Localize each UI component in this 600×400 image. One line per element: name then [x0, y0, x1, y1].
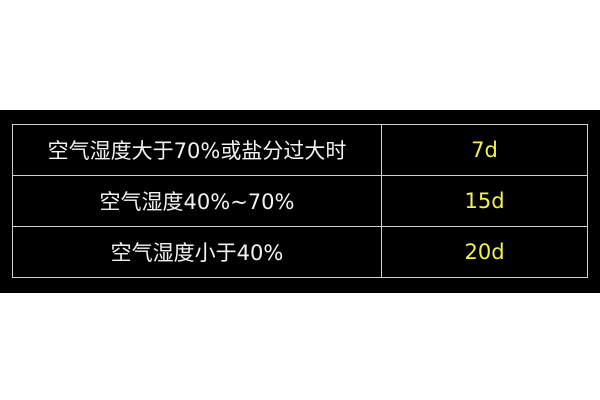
table-row: 空气湿度大于70%或盐分过大时 7d: [12, 124, 588, 176]
condition-cell: 空气湿度大于70%或盐分过大时: [12, 124, 382, 176]
table-row: 空气湿度40%~70% 15d: [12, 175, 588, 227]
duration-cell: 20d: [381, 226, 588, 278]
duration-cell: 15d: [381, 175, 588, 227]
duration-cell: 7d: [381, 124, 588, 176]
table-panel: 空气湿度大于70%或盐分过大时 7d 空气湿度40%~70% 15d 空气湿度小…: [0, 110, 600, 293]
condition-cell: 空气湿度40%~70%: [12, 175, 382, 227]
table-row: 空气湿度小于40% 20d: [12, 226, 588, 278]
condition-cell: 空气湿度小于40%: [12, 226, 382, 278]
humidity-table: 空气湿度大于70%或盐分过大时 7d 空气湿度40%~70% 15d 空气湿度小…: [12, 124, 588, 278]
